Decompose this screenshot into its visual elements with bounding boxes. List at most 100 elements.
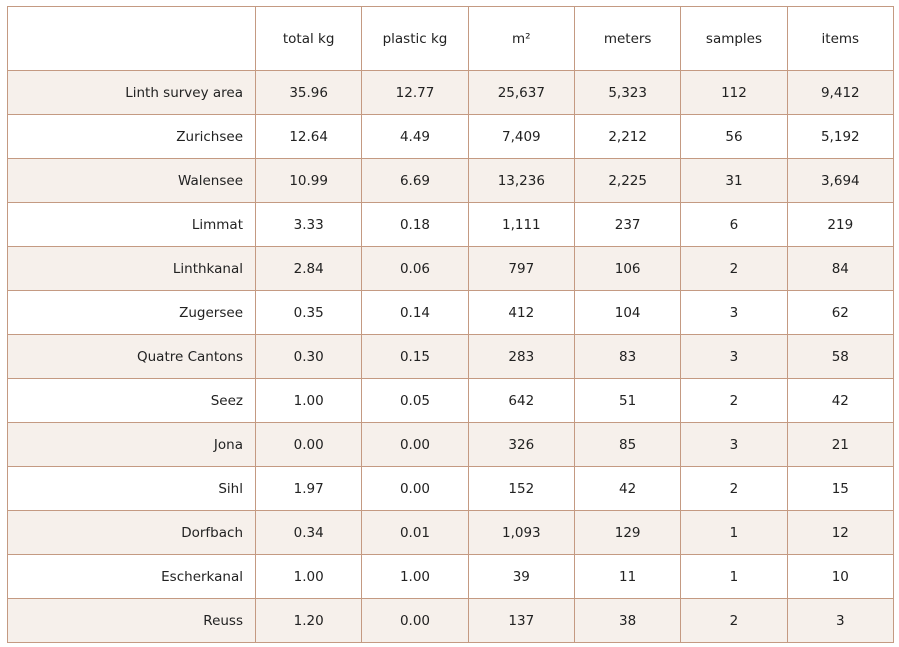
cell-area: 137 (467, 598, 575, 643)
cell-area: 39 (467, 554, 575, 599)
cell-name: Sihl (7, 466, 256, 511)
cell-samples: 112 (680, 70, 788, 115)
cell-meters: 85 (573, 422, 682, 467)
cell-name: Jona (7, 422, 256, 467)
cell-name: Seez (7, 378, 256, 423)
cell-meters: 5,323 (573, 70, 682, 115)
table-row: Reuss 1.20 0.00 137 38 2 3 (7, 598, 894, 643)
cell-name: Linthkanal (7, 246, 256, 291)
cell-samples: 1 (680, 554, 788, 599)
cell-total-kg: 0.00 (254, 422, 363, 467)
header-row: total kg plastic kg m² meters samples it… (7, 6, 894, 71)
cell-items: 9,412 (786, 70, 894, 115)
cell-samples: 56 (680, 114, 788, 159)
cell-items: 42 (786, 378, 894, 423)
table-row: Linthkanal 2.84 0.06 797 106 2 84 (7, 246, 894, 291)
cell-items: 10 (786, 554, 894, 599)
cell-total-kg: 2.84 (254, 246, 363, 291)
cell-items: 3,694 (786, 158, 894, 203)
cell-items: 219 (786, 202, 894, 247)
cell-samples: 1 (680, 510, 788, 555)
cell-items: 84 (786, 246, 894, 291)
cell-meters: 11 (573, 554, 682, 599)
table-row: Zugersee 0.35 0.14 412 104 3 62 (7, 290, 894, 335)
cell-total-kg: 1.97 (254, 466, 363, 511)
table-row: Linth survey area 35.96 12.77 25,637 5,323 11… (7, 70, 894, 115)
header-cell-plastic-kg: plastic kg (361, 6, 469, 71)
table-body: Linth survey area 35.96 12.77 25,637 5,323 11… (7, 70, 894, 643)
cell-items: 5,192 (786, 114, 894, 159)
header-cell-area: m² (467, 6, 575, 71)
cell-name: Escherkanal (7, 554, 256, 599)
cell-total-kg: 12.64 (254, 114, 363, 159)
cell-items: 3 (786, 598, 894, 643)
table-row: Limmat 3.33 0.18 1,111 237 6 219 (7, 202, 894, 247)
cell-samples: 6 (680, 202, 788, 247)
header-cell-total-kg: total kg (254, 6, 363, 71)
cell-meters: 38 (573, 598, 682, 643)
cell-area: 1,093 (467, 510, 575, 555)
header-cell-meters: meters (573, 6, 682, 71)
cell-plastic-kg: 0.06 (361, 246, 469, 291)
cell-area: 797 (467, 246, 575, 291)
cell-area: 412 (467, 290, 575, 335)
cell-total-kg: 35.96 (254, 70, 363, 115)
cell-total-kg: 1.00 (254, 378, 363, 423)
table-row: Jona 0.00 0.00 326 85 3 21 (7, 422, 894, 467)
cell-area: 152 (467, 466, 575, 511)
table-row: Escherkanal 1.00 1.00 39 11 1 10 (7, 554, 894, 599)
cell-total-kg: 10.99 (254, 158, 363, 203)
cell-meters: 106 (573, 246, 682, 291)
cell-plastic-kg: 1.00 (361, 554, 469, 599)
cell-name: Dorfbach (7, 510, 256, 555)
cell-items: 12 (786, 510, 894, 555)
cell-meters: 2,225 (573, 158, 682, 203)
table-row: Sihl 1.97 0.00 152 42 2 15 (7, 466, 894, 511)
cell-plastic-kg: 0.00 (361, 422, 469, 467)
cell-name: Reuss (7, 598, 256, 643)
header-cell-items: items (786, 6, 894, 71)
cell-name: Limmat (7, 202, 256, 247)
cell-plastic-kg: 0.14 (361, 290, 469, 335)
cell-area: 13,236 (467, 158, 575, 203)
header-cell-samples: samples (680, 6, 788, 71)
cell-samples: 2 (680, 378, 788, 423)
cell-meters: 51 (573, 378, 682, 423)
cell-plastic-kg: 0.00 (361, 598, 469, 643)
cell-name: Quatre Cantons (7, 334, 256, 379)
cell-name: Zurichsee (7, 114, 256, 159)
cell-meters: 2,212 (573, 114, 682, 159)
table-row: Zurichsee 12.64 4.49 7,409 2,212 56 5,192 (7, 114, 894, 159)
table-row: Walensee 10.99 6.69 13,236 2,225 31 3,694 (7, 158, 894, 203)
cell-total-kg: 3.33 (254, 202, 363, 247)
cell-items: 21 (786, 422, 894, 467)
cell-items: 15 (786, 466, 894, 511)
cell-samples: 3 (680, 334, 788, 379)
cell-area: 7,409 (467, 114, 575, 159)
cell-plastic-kg: 0.18 (361, 202, 469, 247)
cell-meters: 104 (573, 290, 682, 335)
cell-plastic-kg: 12.77 (361, 70, 469, 115)
cell-meters: 42 (573, 466, 682, 511)
cell-plastic-kg: 0.01 (361, 510, 469, 555)
cell-area: 283 (467, 334, 575, 379)
cell-total-kg: 0.35 (254, 290, 363, 335)
summary-table: total kg plastic kg m² meters samples it… (7, 6, 894, 643)
cell-name: Walensee (7, 158, 256, 203)
cell-name: Zugersee (7, 290, 256, 335)
cell-plastic-kg: 0.05 (361, 378, 469, 423)
cell-samples: 2 (680, 598, 788, 643)
cell-area: 25,637 (467, 70, 575, 115)
cell-area: 642 (467, 378, 575, 423)
cell-total-kg: 1.20 (254, 598, 363, 643)
cell-meters: 237 (573, 202, 682, 247)
table-row: Seez 1.00 0.05 642 51 2 42 (7, 378, 894, 423)
table-row: Quatre Cantons 0.30 0.15 283 83 3 58 (7, 334, 894, 379)
cell-plastic-kg: 6.69 (361, 158, 469, 203)
summary-table-container: total kg plastic kg m² meters samples it… (7, 6, 894, 643)
cell-plastic-kg: 4.49 (361, 114, 469, 159)
cell-samples: 2 (680, 466, 788, 511)
cell-total-kg: 0.30 (254, 334, 363, 379)
cell-items: 58 (786, 334, 894, 379)
cell-samples: 31 (680, 158, 788, 203)
